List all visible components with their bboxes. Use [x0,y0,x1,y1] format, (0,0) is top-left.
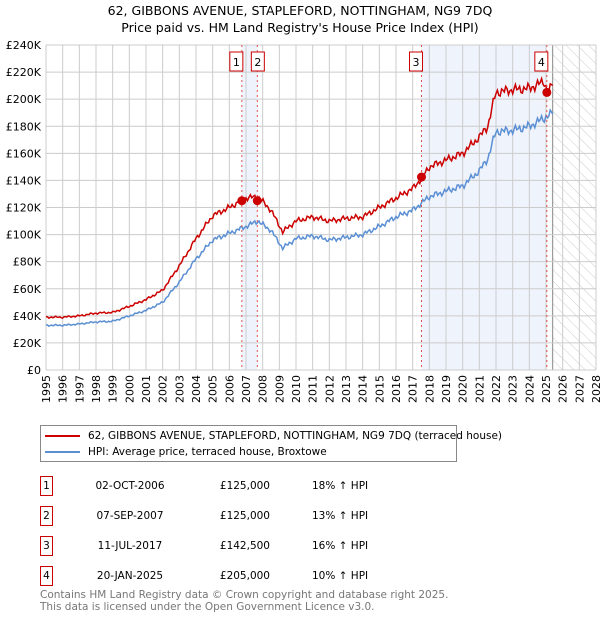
x-tick-label: 2006 [223,375,236,403]
x-tick-label: 2014 [357,375,370,403]
y-tick-label: £240K [6,39,42,52]
y-tick-label: £80K [13,256,42,269]
x-tick-label: 2020 [457,375,470,403]
y-tick-label: £40K [13,310,42,323]
x-tick-label: 2001 [140,375,153,403]
y-tick-label: £20K [13,337,42,350]
sale-hpi-diff: 10% ↑ HPI [312,570,369,582]
sale-date: 20-JAN-2025 [96,570,164,582]
sale-marker-box [409,51,423,72]
sale-marker-label: 3 [413,56,420,69]
sale-marker-box [534,51,549,72]
y-tick-label: £140K [6,174,42,187]
sale-point [252,196,262,206]
sale-marker-box: 1 [40,476,53,496]
footer: Contains HM Land Registry data © Crown c… [40,589,448,613]
x-tick-label: 2023 [507,375,520,403]
sale-point [237,196,247,206]
footer-licence: This data is licensed under the Open Gov… [40,601,375,613]
x-tick-label: 2013 [340,375,353,403]
sale-marker-box: 3 [40,536,53,556]
x-tick-label: 1995 [40,375,53,403]
sale-row: 1 02-OCT-2006 £125,000 18% ↑ HPI [40,476,440,496]
x-tick-label: 1999 [107,375,120,403]
legend-item-hpi: HPI: Average price, terraced house, Brox… [41,444,327,460]
y-tick-label: £60K [13,283,42,296]
y-tick-label: £220K [6,66,42,79]
x-tick-label: 2025 [540,375,553,403]
x-tick-label: 2022 [490,375,503,403]
sale-hpi-diff: 16% ↑ HPI [312,540,369,552]
sale-marker-label: 4 [538,56,545,69]
x-tick-label: 1996 [57,375,70,403]
sale-point [417,172,426,182]
x-tick-label: 1998 [90,375,103,403]
legend-label-property: 62, GIBBONS AVENUE, STAPLEFORD, NOTTINGH… [88,430,503,442]
x-tick-label: 2004 [190,375,203,403]
x-tick-label: 2005 [207,375,220,403]
property-price-line [45,75,554,319]
y-tick-label: £0 [27,364,41,377]
x-tick-label: 2012 [323,375,336,403]
x-tick-label: 1997 [73,375,86,403]
x-tick-label: 2009 [273,375,286,403]
x-tick-label: 2003 [173,375,186,403]
sale-price: £125,000 [219,510,270,522]
sale-row: 3 11-JUL-2017 £142,500 16% ↑ HPI [40,536,440,556]
x-tick-label: 2021 [473,375,486,403]
y-tick-label: £120K [6,202,42,215]
sale-price: £142,500 [219,540,270,552]
sale-point [542,87,552,97]
sale-marker-box: 2 [40,506,53,526]
x-tick-label: 2010 [290,375,303,403]
legend-label-hpi: HPI: Average price, terraced house, Brox… [88,446,327,458]
x-tick-label: 2028 [590,375,600,403]
sale-marker-box [229,51,244,72]
legend: 62, GIBBONS AVENUE, STAPLEFORD, NOTTINGH… [40,425,502,462]
sale-price: £125,000 [219,480,270,492]
x-tick-label: 2002 [157,375,170,403]
legend-item-property: 62, GIBBONS AVENUE, STAPLEFORD, NOTTINGH… [41,428,502,444]
sale-hpi-diff: 18% ↑ HPI [312,480,369,492]
x-tick-label: 2018 [423,375,436,403]
x-tick-label: 2019 [440,375,453,403]
x-tick-label: 2011 [307,375,320,403]
sale-hpi-diff: 13% ↑ HPI [312,510,369,522]
hpi-line [45,108,554,327]
sale-price: £205,000 [219,570,270,582]
sale-marker-label: 1 [233,56,240,69]
x-tick-label: 2008 [257,375,270,403]
x-tick-label: 2024 [523,375,536,403]
sale-marker-box [250,51,265,72]
y-tick-label: £180K [6,120,42,133]
legend-swatch-property [45,435,80,437]
sale-date: 11-JUL-2017 [97,540,163,552]
footer-copyright: Contains HM Land Registry data © Crown c… [40,589,449,601]
sale-row: 4 20-JAN-2025 £205,000 10% ↑ HPI [40,566,440,586]
x-tick-label: 2017 [407,375,420,403]
legend-swatch-hpi [45,451,80,453]
x-tick-label: 2015 [373,375,386,403]
y-tick-label: £100K [6,229,42,242]
sale-date: 07-SEP-2007 [96,510,164,522]
x-tick-label: 2007 [240,375,253,403]
sale-marker-label: 2 [254,56,261,69]
sale-date: 02-OCT-2006 [95,480,165,492]
x-tick-label: 2027 [573,375,586,403]
x-tick-label: 2016 [390,375,403,403]
x-tick-label: 2000 [123,375,136,403]
y-tick-label: £200K [6,93,42,106]
price-chart: 1 2 3 4 1995 1996 1997 1998 1999 2000 2001 2002 2003… [6,39,600,403]
chart-title: 62, GIBBONS AVENUE, STAPLEFORD, NOTTINGH… [107,3,493,18]
chart-subtitle: Price paid vs. HM Land Registry's House … [121,20,479,35]
y-tick-label: £160K [6,147,42,160]
sale-row: 2 07-SEP-2007 £125,000 13% ↑ HPI [40,506,440,526]
x-tick-label: 2026 [557,375,570,403]
sale-marker-box: 4 [40,566,53,586]
